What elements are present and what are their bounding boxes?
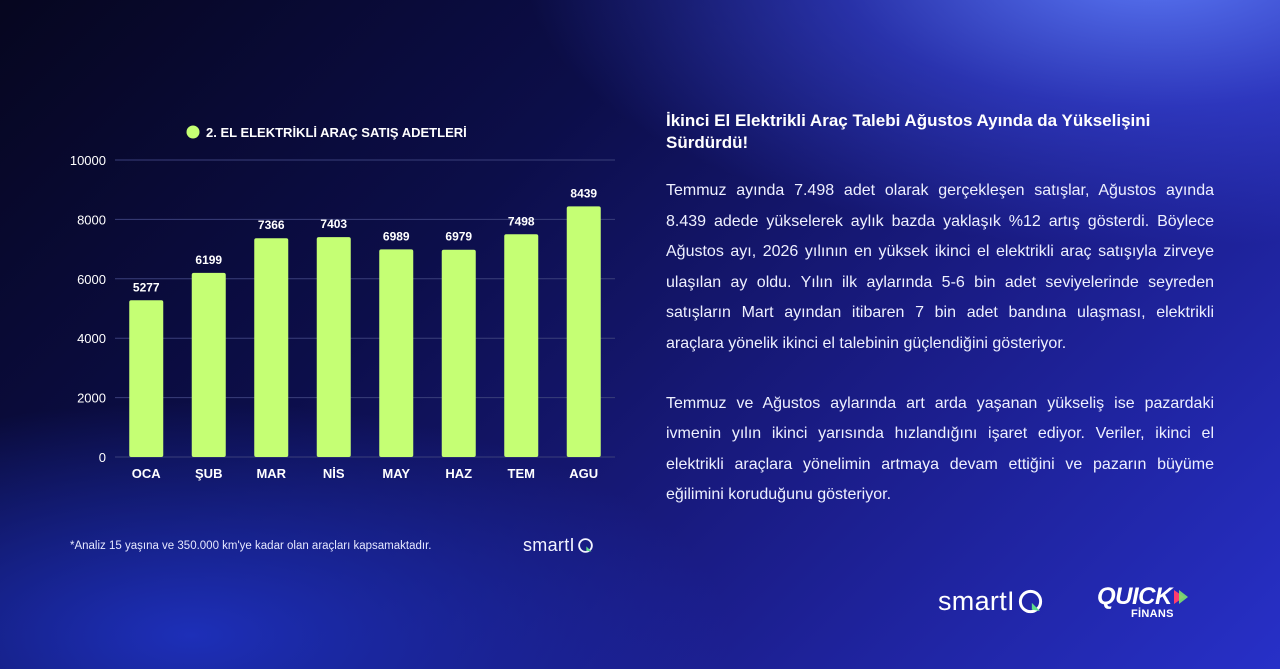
bar xyxy=(191,272,226,457)
x-tick-label: NİS xyxy=(323,466,345,481)
quick-finans-logo: QUICK FİNANS xyxy=(1097,583,1190,620)
legend-dot-icon xyxy=(186,125,200,139)
x-axis-ticks: OCA ŞUB MAR NİS MAY HAZ TEM AGU xyxy=(132,466,598,481)
arrow-right-icon xyxy=(1173,590,1188,604)
bars xyxy=(129,206,601,457)
bar xyxy=(379,249,414,457)
article-paragraph-1: Temmuz ayında 7.498 adet olarak gerçekle… xyxy=(666,182,1214,352)
smartiq-logo-text: smartI xyxy=(523,535,575,555)
smartiq-logo-small: smartI xyxy=(523,535,594,556)
bar xyxy=(254,238,289,457)
bar xyxy=(441,249,476,457)
article-paragraph-2: Temmuz ve Ağustos aylarında art arda yaş… xyxy=(666,394,1214,504)
x-tick-label: TEM xyxy=(508,466,535,481)
bar xyxy=(129,300,164,457)
data-label: 7403 xyxy=(320,217,347,231)
data-label: 6979 xyxy=(445,230,472,244)
finans-logo-text: FİNANS xyxy=(1131,608,1174,620)
x-tick-label: OCA xyxy=(132,466,162,481)
bar-chart: 0 2000 4000 6000 8000 10000 5277 6199 7366 7403 6… xyxy=(70,125,615,481)
data-label: 7498 xyxy=(508,214,535,228)
y-tick-label: 4000 xyxy=(77,331,106,346)
chart-legend: 2. EL ELEKTRİKLİ ARAÇ SATIŞ ADETLERİ xyxy=(186,125,467,140)
x-tick-label: MAR xyxy=(256,466,286,481)
bar xyxy=(504,234,539,457)
x-tick-label: MAY xyxy=(382,466,410,481)
article-panel: İkinci El Elektrikli Araç Talebi Ağustos… xyxy=(666,110,1214,511)
y-tick-label: 8000 xyxy=(77,212,106,227)
data-label: 7366 xyxy=(258,218,285,232)
data-labels: 5277 6199 7366 7403 6989 6979 7498 8439 xyxy=(133,186,598,294)
bar xyxy=(316,237,351,457)
data-label: 6989 xyxy=(383,229,410,243)
chart-gridlines xyxy=(115,159,615,458)
quick-logo-text: QUICK xyxy=(1097,583,1172,610)
y-tick-label: 0 xyxy=(99,450,106,465)
y-tick-label: 6000 xyxy=(77,272,106,287)
chart-footnote: *Analiz 15 yaşına ve 350.000 km'ye kadar… xyxy=(70,540,432,552)
data-label: 6199 xyxy=(195,253,222,267)
bar xyxy=(566,206,601,457)
y-axis-ticks: 0 2000 4000 6000 8000 10000 xyxy=(70,153,106,465)
legend-label: 2. EL ELEKTRİKLİ ARAÇ SATIŞ ADETLERİ xyxy=(206,125,467,140)
data-label: 8439 xyxy=(570,186,597,200)
x-tick-label: HAZ xyxy=(445,466,472,481)
article-title: İkinci El Elektrikli Araç Talebi Ağustos… xyxy=(666,111,1151,152)
smartiq-logo: smartI xyxy=(938,586,1044,617)
smartiq-logo-text-large: smartI xyxy=(938,586,1015,616)
smartiq-q-icon xyxy=(578,538,593,553)
y-tick-label: 10000 xyxy=(70,153,106,168)
smartiq-q-icon-large xyxy=(1018,589,1042,614)
x-tick-label: ŞUB xyxy=(195,466,222,481)
x-tick-label: AGU xyxy=(569,466,598,481)
y-tick-label: 2000 xyxy=(77,391,106,406)
data-label: 5277 xyxy=(133,280,160,294)
